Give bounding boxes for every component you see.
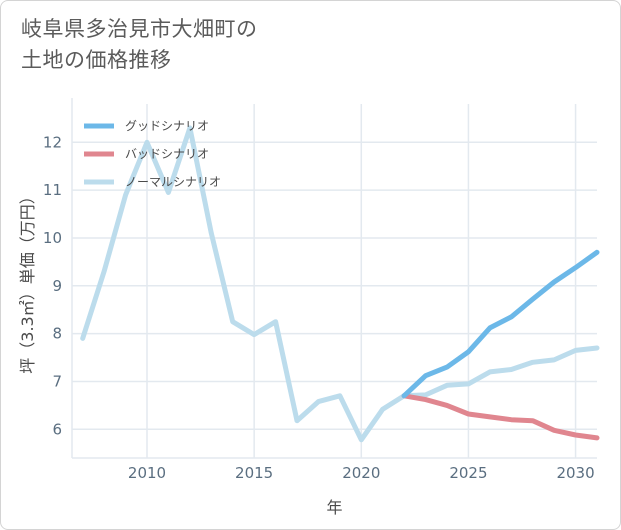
legend-label-0: グッドシナリオ [125, 119, 209, 133]
chart-title-line-2: 土地の価格推移 [21, 48, 172, 72]
y-axis-label: 坪（3.3㎡）単価（万円） [18, 188, 37, 373]
series-line-2 [80, 125, 600, 443]
tick-labels: 2010 2015 2020 2025 2030 6 7 8 9 10 11 12 [43, 133, 595, 482]
legend-label-1: バッドシナリオ [125, 147, 209, 161]
x-tick-label-2010: 2010 [128, 464, 166, 482]
y-tick-label-8: 8 [52, 325, 62, 343]
y-tick-label-12: 12 [43, 133, 62, 151]
series-lines [80, 125, 600, 443]
series-line-1 [401, 393, 600, 441]
x-tick-label-2025: 2025 [449, 464, 487, 482]
y-tick-label-6: 6 [52, 420, 62, 438]
series-line-0 [401, 249, 600, 399]
chart-title-line-1: 岐阜県多治見市大畑町の [21, 17, 258, 41]
grid-lines [72, 104, 597, 458]
chart-title: 岐阜県多治見市大畑町の 土地の価格推移 [21, 14, 258, 76]
x-tick-label-2020: 2020 [342, 464, 380, 482]
y-tick-label-10: 10 [43, 229, 62, 247]
y-tick-label-11: 11 [43, 181, 62, 199]
y-tick-label-9: 9 [52, 277, 62, 295]
y-tick-label-7: 7 [52, 372, 62, 390]
x-tick-label-2015: 2015 [235, 464, 273, 482]
axes [71, 98, 597, 459]
legend-label-2: ノーマルシナリオ [125, 175, 221, 189]
x-tick-label-2030: 2030 [556, 464, 594, 482]
x-axis-label: 年 [326, 498, 342, 517]
